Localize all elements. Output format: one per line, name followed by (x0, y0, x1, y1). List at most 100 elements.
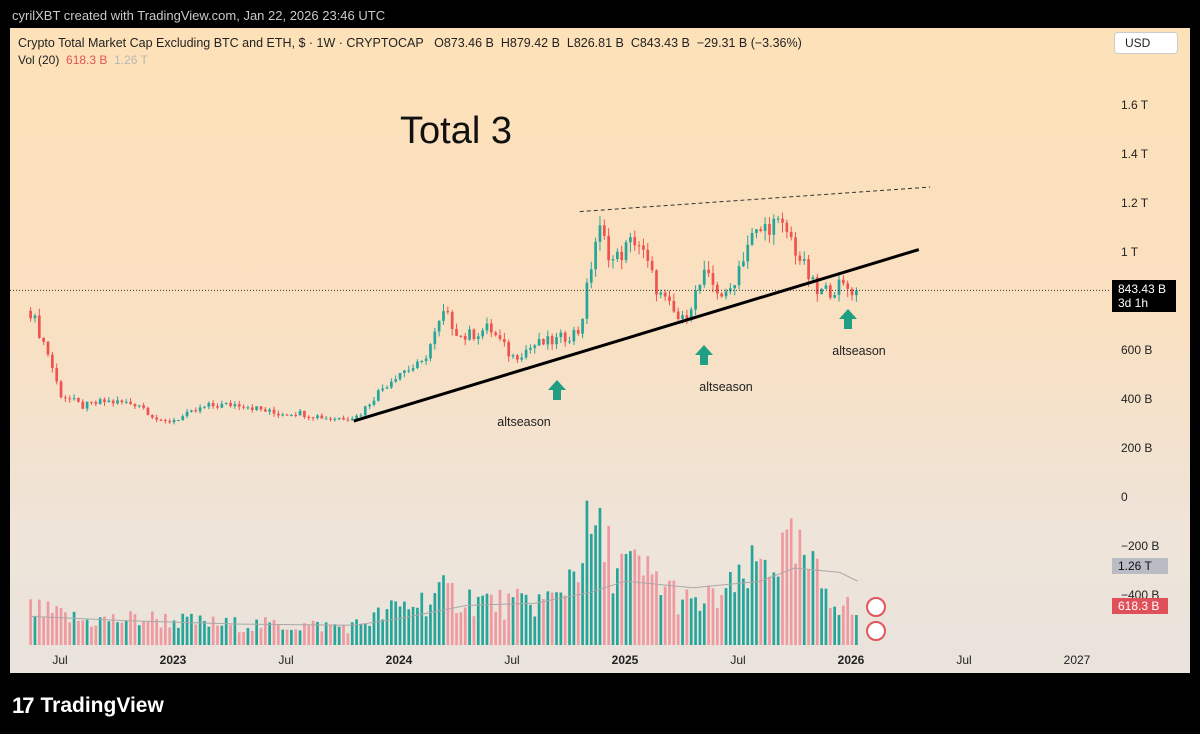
annotation-altseason-1[interactable]: altseason (497, 415, 551, 429)
volume-bar (411, 606, 415, 645)
bar-countdown: 3d 1h (1118, 296, 1149, 310)
candle (216, 403, 219, 410)
candle (246, 405, 250, 410)
candle (663, 289, 667, 301)
candle-body (781, 218, 784, 223)
candle (324, 416, 328, 420)
candle (329, 416, 332, 422)
candle (442, 303, 445, 325)
volume-bar (29, 599, 32, 645)
candle-body (337, 417, 341, 420)
volume-bar (785, 529, 789, 645)
candle-body (376, 390, 380, 401)
candle-body (815, 277, 819, 295)
candle-body (629, 237, 632, 243)
volume-bar (481, 595, 484, 645)
candle-body (746, 244, 750, 262)
chart-svg[interactable] (10, 28, 1190, 673)
volume-indicator-label[interactable]: Vol (20) (18, 53, 60, 67)
volume-bar (620, 553, 624, 645)
candle-body (663, 292, 667, 297)
volume-bar (398, 606, 402, 645)
candle (824, 282, 828, 290)
candle-body (207, 403, 211, 407)
currency-selector[interactable]: USD (1114, 32, 1178, 54)
volume-bar (650, 574, 654, 645)
volume-bar (133, 614, 137, 645)
candle-body (390, 381, 393, 388)
candle (433, 327, 437, 350)
chart-credit: cyrilXBT created with TradingView.com, J… (12, 8, 386, 23)
time-axis-tick: 2026 (837, 653, 865, 667)
candle (781, 212, 784, 233)
volume-bar (37, 599, 41, 645)
volume-bar (524, 594, 528, 645)
volume-bar (833, 606, 837, 645)
time-axis-tick: Jul (278, 653, 294, 667)
candle (237, 400, 241, 411)
candle (542, 338, 545, 346)
volume-bar (576, 582, 580, 645)
arrow-up-icon (695, 345, 713, 365)
candle (155, 414, 159, 423)
candle-body (846, 283, 850, 289)
candle (616, 248, 619, 262)
candle-body (598, 225, 602, 242)
candle (594, 237, 597, 277)
candle-body (429, 344, 432, 359)
candle (724, 288, 728, 300)
candle (437, 320, 441, 337)
volume-bar (164, 613, 167, 645)
candle (785, 219, 789, 239)
candle (698, 284, 702, 294)
candle-body (29, 310, 32, 319)
candle (311, 416, 315, 421)
volume-bar (55, 606, 59, 645)
volume-bar (372, 612, 376, 645)
candle (794, 232, 797, 265)
candle-body (542, 339, 545, 345)
symbol-name[interactable]: Crypto Total Market Cap Excluding BTC an… (18, 36, 424, 50)
volume-bar (168, 627, 172, 645)
volume-bar (537, 594, 541, 645)
volume-bar (711, 588, 715, 645)
candle-body (503, 339, 506, 343)
candle (720, 291, 724, 298)
volume-bar (107, 621, 111, 645)
candle (350, 416, 354, 421)
candle-body (776, 218, 780, 220)
annotation-altseason-2[interactable]: altseason (699, 380, 753, 394)
candle (559, 329, 563, 343)
candle-body (316, 415, 319, 419)
candle-body (259, 406, 263, 410)
candle (846, 280, 850, 297)
candle-body (607, 235, 611, 261)
time-axis-tick: 2023 (159, 653, 187, 667)
candle-body (672, 300, 676, 312)
candle (620, 245, 624, 270)
candle (185, 409, 189, 419)
volume-bar (159, 627, 163, 645)
candle (524, 345, 528, 360)
candle (233, 401, 237, 409)
candle (316, 414, 319, 420)
chart-text-annotation[interactable]: Total 3 (400, 110, 512, 152)
candle (642, 238, 645, 259)
candle (855, 287, 858, 302)
volume-bar (772, 572, 776, 645)
candle (759, 226, 763, 233)
annotation-altseason-3[interactable]: altseason (832, 344, 886, 358)
volume-bar (250, 630, 254, 645)
candle-body (372, 400, 376, 405)
candle (459, 334, 463, 338)
candle-body (455, 328, 458, 336)
candle (68, 395, 72, 403)
candle (468, 325, 471, 341)
candle (837, 272, 841, 302)
candle-body (129, 401, 132, 404)
candle-body (459, 335, 463, 337)
candle (850, 286, 854, 301)
volume-bar (455, 613, 458, 645)
ohlc-close: C843.43 B (630, 36, 690, 50)
candle-body (246, 407, 250, 409)
